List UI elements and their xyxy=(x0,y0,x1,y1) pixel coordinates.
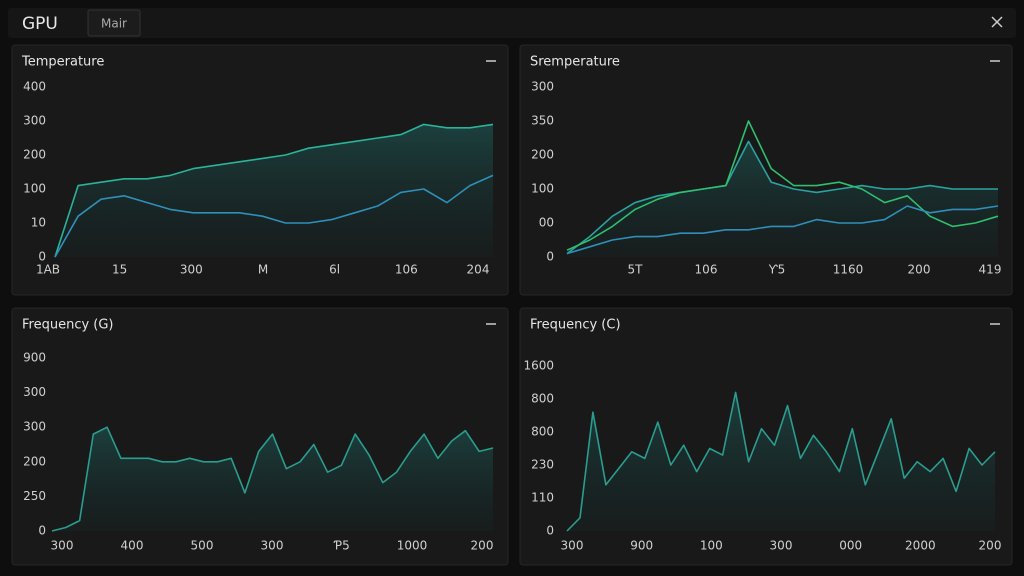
panel-title: Sremperature xyxy=(530,55,620,70)
y-tick-label: 250 xyxy=(23,489,46,503)
y-tick-label: 900 xyxy=(23,351,46,365)
panel-title: Frequency (C) xyxy=(530,318,621,333)
x-tick-label: 100 xyxy=(700,539,723,553)
panel xyxy=(519,44,1013,296)
y-tick-label: 800 xyxy=(531,425,554,439)
x-tick-label: Ƴ5 xyxy=(768,263,786,277)
y-tick-label: 0 xyxy=(38,524,46,538)
x-tick-label: 300 xyxy=(180,263,203,277)
x-tick-label: 15 xyxy=(112,263,127,277)
x-tick-label: 000 xyxy=(839,539,862,553)
y-tick-label: 10 xyxy=(31,216,46,230)
panel-title: Temperature xyxy=(21,55,104,70)
area xyxy=(55,124,493,258)
y-tick-label: 0 xyxy=(546,524,554,538)
x-tick-label: 400 xyxy=(121,539,144,553)
area xyxy=(567,141,998,257)
x-tick-label: 419 xyxy=(979,263,1002,277)
y-tick-label: 100 xyxy=(23,182,46,196)
line xyxy=(566,120,999,251)
y-tick-label: 800 xyxy=(531,392,554,406)
y-tick-label: 00 xyxy=(539,216,554,230)
x-tick-label: 200 xyxy=(908,263,931,277)
line xyxy=(54,123,494,258)
y-tick-label: 0 xyxy=(546,250,554,264)
y-tick-label: 300 xyxy=(23,114,46,128)
y-tick-label: 100 xyxy=(531,182,554,196)
line xyxy=(566,205,999,255)
x-tick-label: 106 xyxy=(395,263,418,277)
x-tick-label: Ƥ5 xyxy=(333,539,349,553)
y-tick-label: 300 xyxy=(23,385,46,399)
y-tick-label: 110 xyxy=(531,491,554,505)
x-tick-label: 1160 xyxy=(833,263,864,277)
x-tick-label: 204 xyxy=(467,263,490,277)
app-title: GPU xyxy=(22,14,58,34)
y-tick-label: 1600 xyxy=(523,359,554,373)
y-tick-label: 200 xyxy=(23,148,46,162)
x-tick-label: 5T xyxy=(628,263,644,277)
x-tick-label: 106 xyxy=(695,263,718,277)
y-tick-label: 200 xyxy=(531,148,554,162)
x-tick-label: 2000 xyxy=(905,539,936,553)
x-tick-label: 1AB xyxy=(36,263,60,277)
line xyxy=(54,174,494,258)
line xyxy=(566,140,998,255)
close-button[interactable] xyxy=(991,16,1003,28)
x-tick-label: 300 xyxy=(51,539,74,553)
x-tick-label: 900 xyxy=(630,539,653,553)
line xyxy=(566,391,996,532)
y-tick-label: 230 xyxy=(531,458,554,472)
header-bar xyxy=(8,8,1016,38)
x-tick-label: 200 xyxy=(471,539,494,553)
y-tick-label: 400 xyxy=(23,80,46,94)
panel-title: Frequency (G) xyxy=(22,318,114,333)
x-tick-label: 6l xyxy=(329,263,340,277)
tab-label[interactable]: Mair xyxy=(101,17,127,31)
area xyxy=(52,427,493,531)
x-tick-label: 300 xyxy=(770,539,793,553)
x-tick-label: 500 xyxy=(191,539,214,553)
y-tick-label: 0 xyxy=(38,250,46,264)
x-tick-label: 300 xyxy=(561,539,584,553)
y-tick-label: 350 xyxy=(531,114,554,128)
line xyxy=(51,426,494,532)
x-tick-label: M xyxy=(258,263,268,277)
y-tick-label: 300 xyxy=(531,80,554,94)
x-tick-label: 300 xyxy=(261,539,284,553)
y-tick-label: 300 xyxy=(23,420,46,434)
tab[interactable] xyxy=(87,9,141,37)
x-tick-label: 200 xyxy=(979,539,1002,553)
x-tick-label: 1000 xyxy=(397,539,428,553)
y-tick-label: 200 xyxy=(23,454,46,468)
